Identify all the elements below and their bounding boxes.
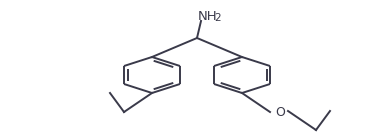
Text: 2: 2	[214, 13, 221, 23]
Text: NH: NH	[198, 10, 217, 23]
Text: O: O	[275, 106, 285, 118]
